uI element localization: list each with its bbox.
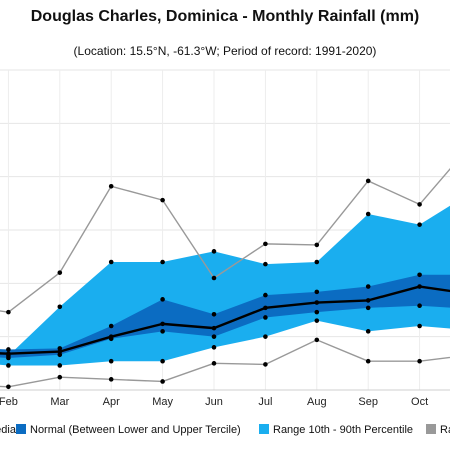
point-median [160,321,165,327]
point-maximum [263,241,268,247]
point-minimum [211,361,217,366]
point-median [57,349,63,354]
point-median [6,351,11,357]
point-upper-tercile [6,347,11,352]
point-median [211,325,217,331]
point-p10 [211,345,217,350]
point-p90 [160,259,165,265]
legend-label-p10-p90: Range 10th - 90th Percentile [273,424,414,436]
point-minimum [160,379,165,384]
point-upper-tercile [365,284,371,289]
point-maximum [417,202,422,207]
point-maximum [211,275,217,281]
point-p10 [6,363,11,368]
point-median [108,334,114,339]
point-minimum [263,362,268,367]
point-lower-tercile [57,352,63,358]
x-tick-label: Sep [358,396,378,408]
point-upper-tercile [417,272,422,278]
legend-item-minmax: Range (Minimum - Maximum) [426,424,450,436]
point-p90 [57,304,63,310]
point-upper-tercile [160,297,165,302]
point-minimum [417,358,422,364]
point-median [263,305,268,311]
legend-label-normal: Normal (Between Lower and Upper Tercile) [30,424,241,436]
point-p10 [160,358,165,364]
point-lower-tercile [6,355,11,361]
point-p90 [365,211,371,217]
x-tick-label: Mar [50,396,69,408]
band-p10-p90 [0,205,450,366]
x-tick-label: Aug [307,396,327,408]
rainfall-chart: Feb Mar Apr May Jun Jul Aug Sep Oct [0,69,450,408]
point-p10 [365,329,371,334]
point-median [314,300,320,305]
point-upper-tercile [314,289,320,295]
point-lower-tercile [160,329,165,334]
legend-swatch-p10-p90 [259,424,269,434]
legend-swatch-normal [16,424,26,434]
point-maximum [57,270,63,275]
point-lower-tercile [417,303,422,309]
legend-item-normal: Normal (Between Lower and Upper Tercile) [16,424,241,436]
point-lower-tercile [263,315,268,320]
point-p90 [211,249,217,254]
point-minimum [108,377,114,382]
point-p10 [417,323,422,329]
point-minimum [365,358,371,364]
point-minimum [6,384,11,390]
point-minimum [57,374,63,380]
point-p10 [57,363,63,368]
point-maximum [108,183,114,189]
point-upper-tercile [108,323,114,329]
x-tick-label: May [152,396,173,408]
legend-swatch-minmax [426,424,436,434]
x-tick-label: Jul [258,396,272,408]
point-lower-tercile [211,334,217,339]
point-minimum [314,337,320,343]
point-p10 [263,334,268,339]
point-maximum [160,197,165,203]
chart-title: Douglas Charles, Dominica - Monthly Rain… [30,8,420,25]
chart-legend: Median Normal (Between Lower and Upper T… [0,420,450,442]
x-tick-label: Feb [0,396,18,408]
legend-label-minmax: Range (Minimum - Maximum) [440,424,450,436]
point-maximum [365,178,371,184]
x-tick-label: Oct [411,396,428,408]
point-p90 [108,259,114,265]
point-p10 [314,318,320,323]
legend-item-p10-p90: Range 10th - 90th Percentile [259,424,413,436]
x-tick-label: Jun [205,396,223,408]
point-median [417,284,422,289]
point-p10 [108,358,114,364]
point-median [365,298,371,303]
point-maximum [314,242,320,248]
point-p90 [263,261,268,267]
point-lower-tercile [314,309,320,315]
point-p90 [417,222,422,227]
point-lower-tercile [365,305,371,311]
point-p90 [314,259,320,265]
point-upper-tercile [211,311,217,317]
point-upper-tercile [263,292,268,298]
chart-subtitle: (Location: 15.5°N, -61.3°W; Period of re… [73,44,377,58]
point-maximum [6,309,11,315]
x-tick-label: Apr [103,396,120,408]
point-upper-tercile [57,346,63,351]
